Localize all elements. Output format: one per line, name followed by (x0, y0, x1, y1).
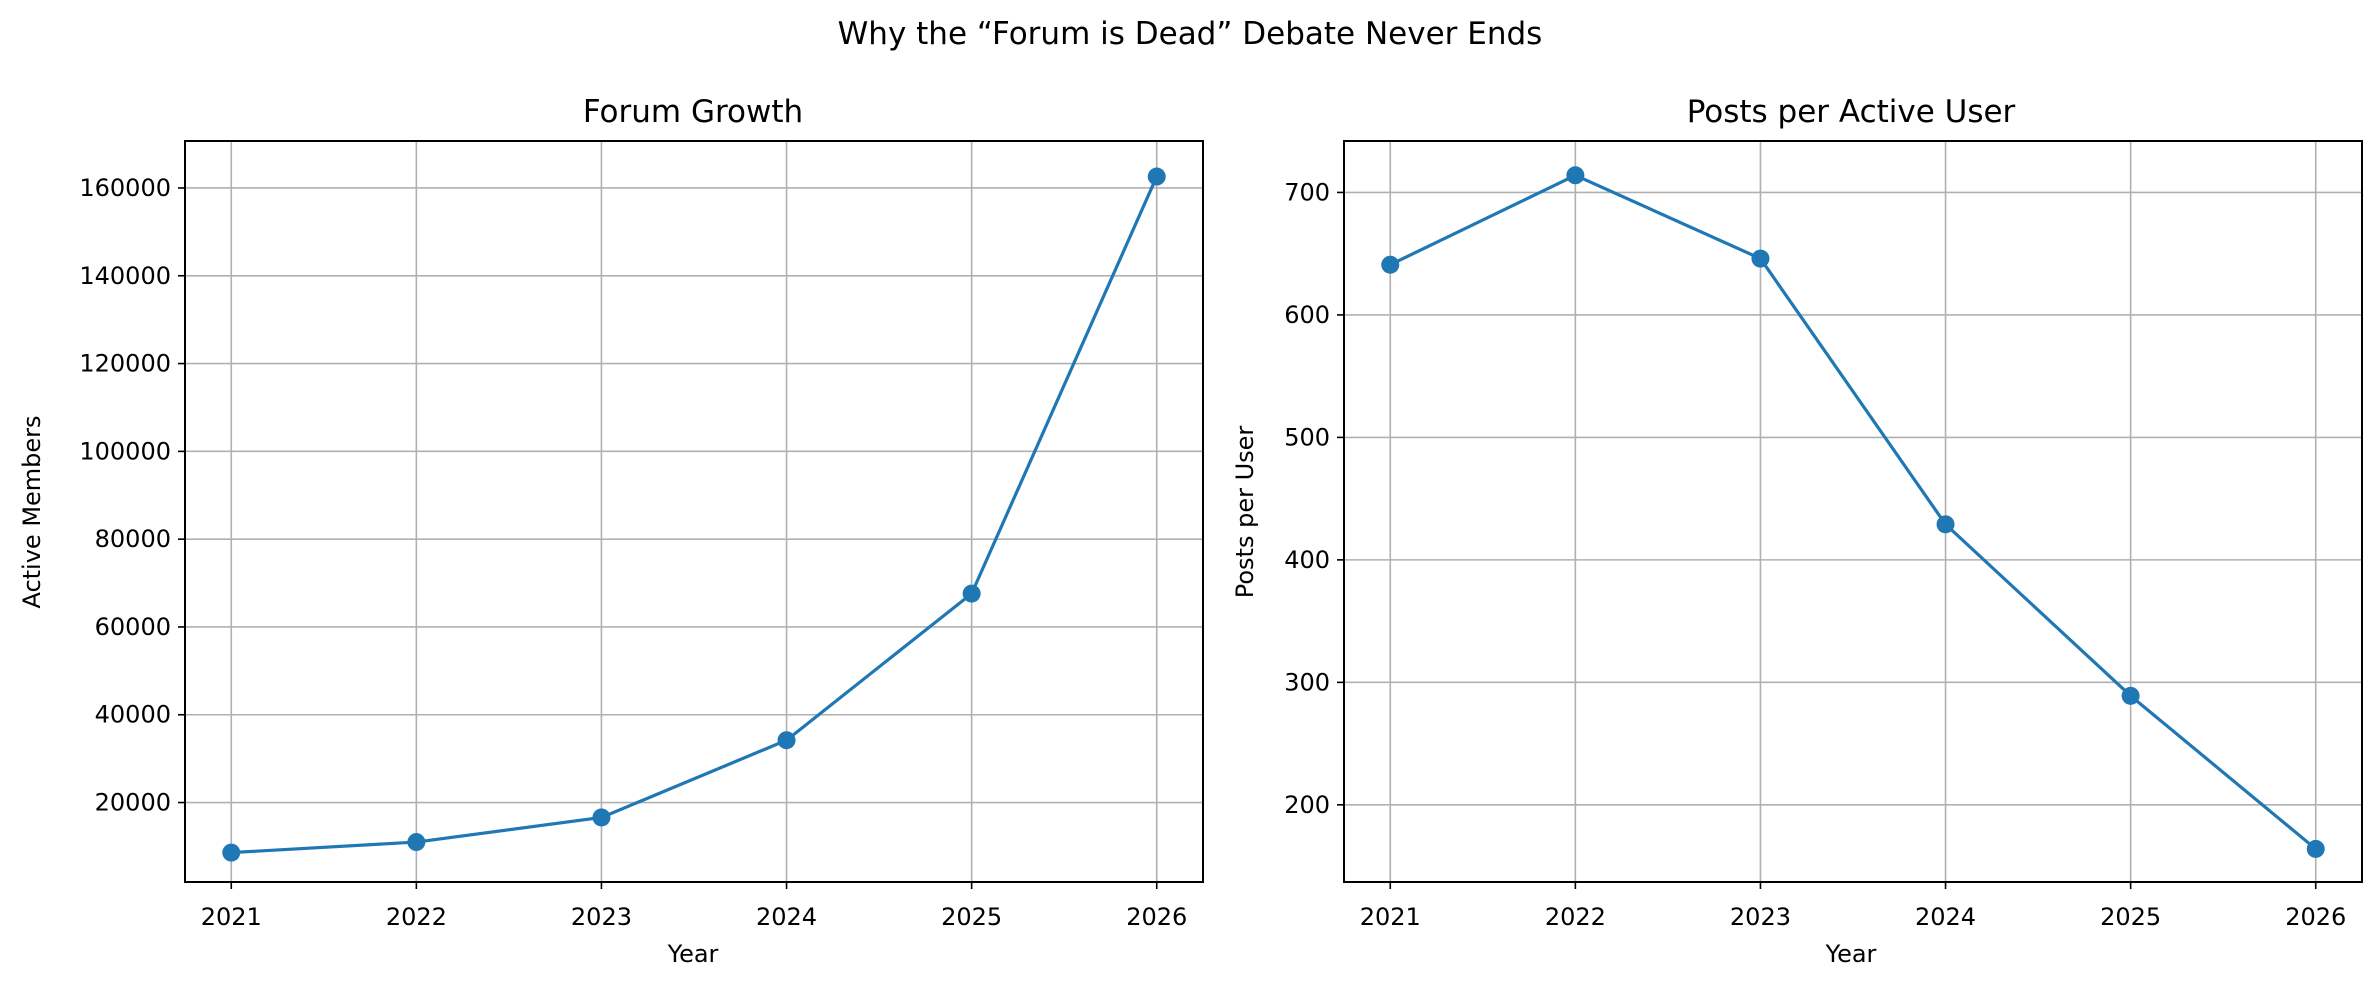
y-tick-label: 80000 (95, 525, 171, 553)
x-tick-label: 2026 (2285, 903, 2346, 931)
data-point-marker (1751, 249, 1770, 268)
data-point-marker (2306, 839, 2325, 858)
data-point-marker (2121, 686, 2140, 705)
x-axis-ticks: 2021 2022 2023 2024 2025 2026 (201, 882, 1187, 931)
y-tick-label: 500 (1284, 423, 1330, 451)
x-tick-label: 2021 (201, 903, 262, 931)
data-point-marker (1147, 167, 1166, 186)
y-tick-label: 120000 (79, 350, 171, 378)
x-tick-label: 2024 (756, 903, 817, 931)
grid (1344, 141, 2362, 882)
data-point-marker (222, 843, 241, 862)
grid (185, 141, 1203, 882)
series-line (1389, 173, 2317, 851)
y-tick-label: 400 (1284, 546, 1330, 574)
x-tick-label: 2025 (941, 903, 1002, 931)
y-tick-label: 20000 (95, 789, 171, 817)
y-tick-label: 160000 (79, 174, 171, 202)
y-tick-label: 100000 (79, 437, 171, 465)
plot-frame (1343, 140, 2363, 883)
x-tick-label: 2024 (1915, 903, 1976, 931)
x-axis-label: Year (1825, 940, 1877, 968)
x-axis-ticks: 2021 2022 2023 2024 2025 2026 (1360, 882, 2346, 931)
x-tick-label: 2022 (386, 903, 447, 931)
x-tick-label: 2025 (2100, 903, 2161, 931)
data-point-marker (592, 808, 611, 827)
x-tick-label: 2021 (1360, 903, 1421, 931)
y-tick-label: 200 (1284, 791, 1330, 819)
y-axis-label: Active Members (18, 415, 46, 608)
chart-title: Forum Growth (583, 94, 803, 130)
data-point-marker (1381, 255, 1400, 274)
x-tick-label: 2022 (1545, 903, 1606, 931)
y-tick-label: 60000 (95, 613, 171, 641)
x-tick-label: 2026 (1126, 903, 1187, 931)
y-axis-ticks: 20000 40000 60000 80000 100000 120000 140000 16… (79, 174, 185, 817)
chart-title: Posts per Active User (1687, 94, 2016, 130)
data-point-marker (962, 584, 981, 603)
y-tick-label: 140000 (79, 262, 171, 290)
y-tick-label: 600 (1284, 301, 1330, 329)
data-point-marker (777, 731, 796, 750)
series-line-layer (231, 175, 1159, 855)
data-point-marker (1566, 166, 1585, 185)
series-marker-layer (222, 167, 1166, 862)
x-axis-label: Year (667, 940, 719, 968)
series-line (231, 175, 1159, 855)
y-tick-label: 300 (1284, 668, 1330, 696)
y-axis-label: Posts per User (1231, 426, 1259, 599)
y-axis-ticks: 200 300 400 500 600 700 (1284, 178, 1344, 819)
x-tick-label: 2023 (1730, 903, 1791, 931)
y-tick-label: 40000 (95, 701, 171, 729)
y-tick-label: 700 (1284, 178, 1330, 206)
figure-suptitle: Why the “Forum is Dead” Debate Never End… (837, 16, 1543, 52)
series-marker-layer (1381, 166, 2325, 858)
x-tick-label: 2023 (571, 903, 632, 931)
series-line-layer (1389, 173, 2317, 851)
data-point-marker (407, 833, 426, 852)
data-point-marker (1936, 515, 1955, 534)
plot-frame (184, 140, 1204, 883)
